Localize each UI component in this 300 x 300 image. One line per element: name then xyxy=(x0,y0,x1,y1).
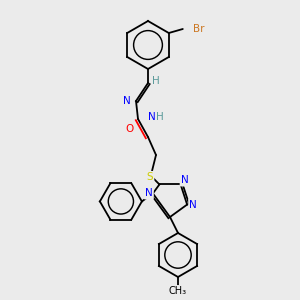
Text: H: H xyxy=(156,112,164,122)
Text: N: N xyxy=(123,96,131,106)
Text: N: N xyxy=(189,200,197,210)
Text: O: O xyxy=(125,124,133,134)
Text: N: N xyxy=(145,188,153,198)
Text: N: N xyxy=(148,112,156,122)
Text: N: N xyxy=(181,176,188,185)
Text: Br: Br xyxy=(193,24,204,34)
Text: H: H xyxy=(152,76,160,86)
Text: S: S xyxy=(147,172,153,182)
Text: CH₃: CH₃ xyxy=(169,286,187,296)
